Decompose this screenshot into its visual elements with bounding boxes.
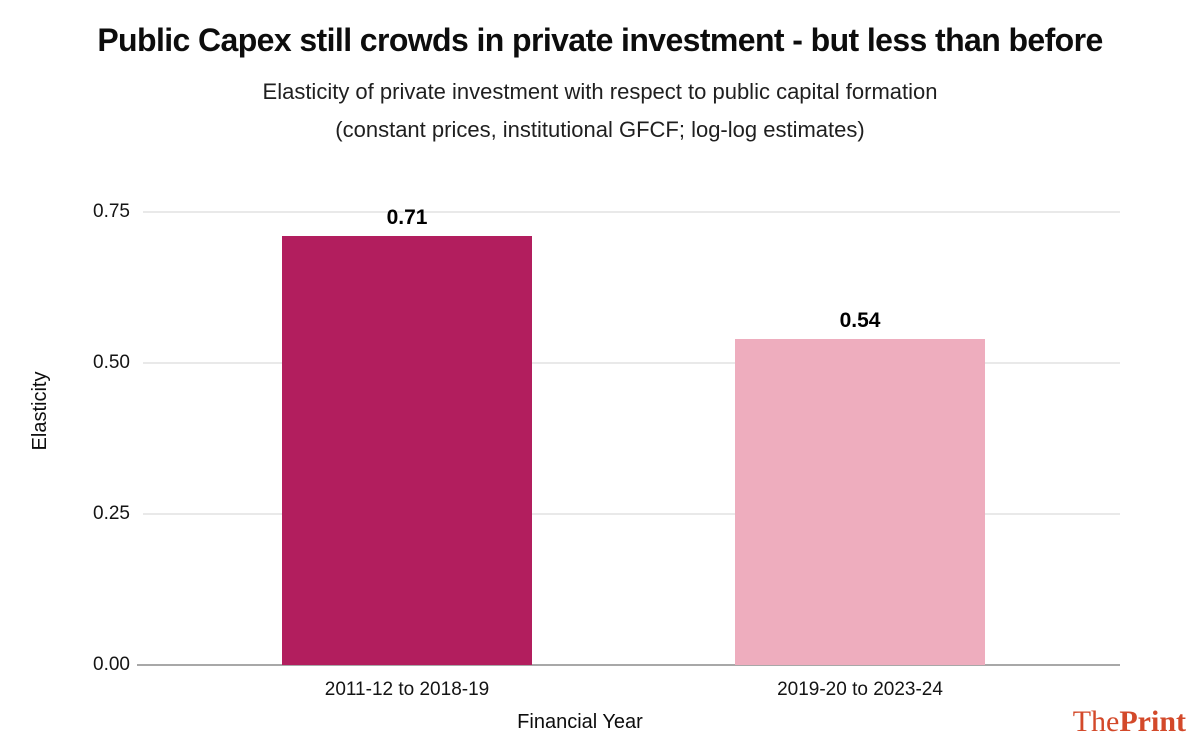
theprint-logo: ThePrint	[1073, 705, 1186, 739]
x-tick-label-1: 2011-12 to 2018-19	[324, 679, 490, 700]
bar-group-2011-12-to-2018-19: 0.71	[282, 206, 532, 665]
y-axis-tick-labels: 0.00 0.25 0.50 0.75	[58, 202, 130, 675]
bar-2011-12-to-2018-19	[282, 236, 532, 665]
bar-value-label: 0.54	[839, 308, 881, 332]
y-gridline	[143, 513, 1120, 516]
bar-group-2019-20-to-2023-24: 0.54	[735, 309, 985, 665]
bar-2019-20-to-2023-24	[735, 338, 985, 665]
logo-text-print: Print	[1119, 705, 1186, 738]
x-tick-label-2: 2019-20 to 2023-24	[777, 679, 943, 700]
x-axis-line	[137, 664, 1120, 666]
y-tick-label: 0.50	[93, 352, 130, 374]
x-axis-title: Financial Year	[517, 711, 643, 733]
y-tick-label: 0.25	[93, 503, 130, 525]
bar-value-label: 0.71	[386, 206, 428, 230]
plot-area: 0.71 0.54	[137, 206, 1120, 666]
chart-subtitle-line-2: (constant prices, institutional GFCF; lo…	[335, 117, 865, 142]
y-gridline	[143, 362, 1120, 365]
y-gridline	[143, 211, 1120, 213]
y-tick-label: 0.75	[93, 201, 130, 222]
y-axis-title: Elasticity	[29, 371, 51, 451]
chart-title: Public Capex still crowds in private inv…	[97, 22, 1103, 58]
chart-subtitle-line-1: Elasticity of private investment with re…	[262, 79, 938, 104]
logo-text-the: The	[1072, 705, 1120, 738]
y-tick-label: 0.00	[93, 654, 130, 675]
